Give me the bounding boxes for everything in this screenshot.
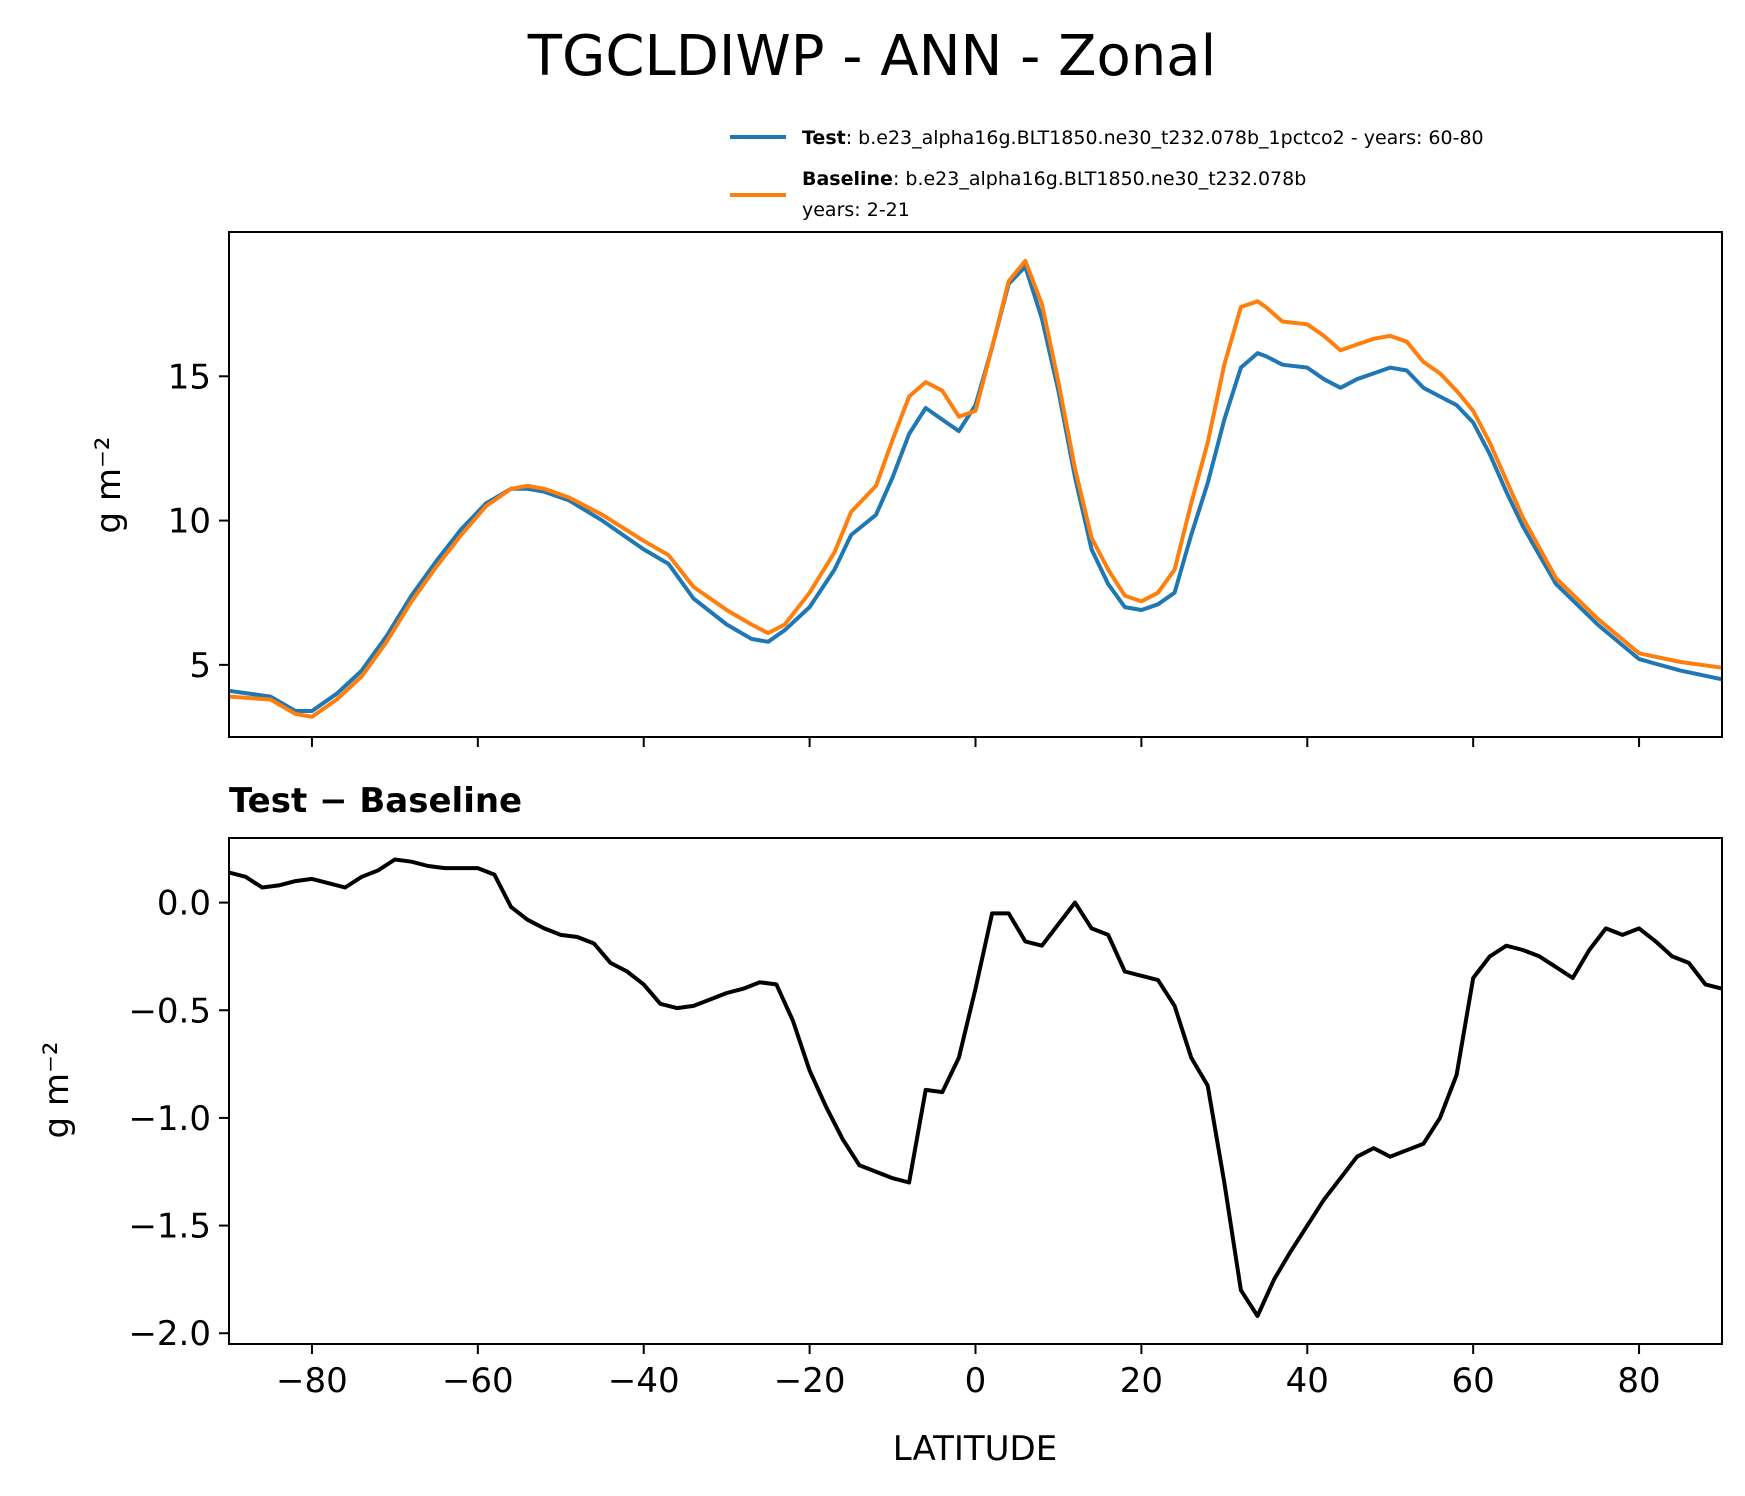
top-x-ticks	[310, 737, 1641, 747]
bottom-panel: Test − Baseline 0.0−0.5−1.0−1.5−2.0 −80−…	[37, 781, 1723, 1469]
top-series-test	[228, 264, 1723, 713]
legend-baseline-years: years: 2-21	[802, 199, 910, 221]
x-tick-label: −20	[774, 1361, 846, 1401]
top-series-baseline	[228, 258, 1723, 719]
bottom-y-tick-label: 0.0	[157, 884, 211, 924]
legend-baseline-name: Baseline	[802, 168, 893, 190]
top-axes-frame	[228, 231, 1723, 738]
top-plot-area	[228, 258, 1723, 719]
x-tick-label: 0	[965, 1361, 987, 1401]
figure-title: TGCLDIWP - ANN - Zonal	[527, 24, 1216, 89]
bottom-axes-frame	[228, 837, 1723, 1345]
top-y-ticks: 5 10 15	[168, 357, 229, 686]
x-tick-label: 60	[1452, 1361, 1495, 1401]
bottom-y-tick-label: −0.5	[128, 991, 211, 1031]
bottom-plot-area	[228, 857, 1723, 1318]
legend-baseline-desc: : b.e23_alpha16g.BLT1850.ne30_t232.078b	[893, 168, 1306, 190]
bottom-x-ticks: −80 −60 −40 −20 0 20 40 60 80	[276, 1344, 1661, 1401]
top-y-tick-label: 5	[189, 646, 211, 686]
legend-test-name: Test	[802, 127, 846, 149]
legend-test-desc: : b.e23_alpha16g.BLT1850.ne30_t232.078b_…	[846, 127, 1484, 149]
x-tick-label: −40	[608, 1361, 680, 1401]
legend-test-entry: Test: b.e23_alpha16g.BLT1850.ne30_t232.0…	[802, 127, 1484, 149]
top-y-tick-label: 15	[168, 357, 211, 397]
x-tick-label: 80	[1617, 1361, 1660, 1401]
bottom-series-test-baseline	[228, 857, 1723, 1318]
bottom-y-tick-label: −1.0	[128, 1099, 211, 1139]
x-tick-label: 20	[1120, 1361, 1163, 1401]
bottom-y-tick-label: −2.0	[128, 1314, 211, 1354]
top-y-tick-label: 10	[168, 502, 211, 542]
legend: Test: b.e23_alpha16g.BLT1850.ne30_t232.0…	[730, 127, 1484, 221]
top-y-axis-label: g m⁻²	[89, 436, 129, 533]
x-axis-label: LATITUDE	[893, 1429, 1057, 1469]
x-tick-label: −60	[442, 1361, 514, 1401]
bottom-panel-title: Test − Baseline	[229, 781, 522, 821]
x-tick-label: −80	[276, 1361, 348, 1401]
bottom-y-tick-label: −1.5	[128, 1207, 211, 1247]
bottom-y-ticks: 0.0 −0.5 −1.0 −1.5 −2.0	[128, 884, 229, 1354]
x-tick-label: 40	[1286, 1361, 1329, 1401]
bottom-y-axis-label: g m⁻²	[37, 1041, 77, 1138]
legend-baseline-entry: Baseline: b.e23_alpha16g.BLT1850.ne30_t2…	[802, 168, 1306, 190]
top-panel: 5 10 15 g m⁻²	[89, 231, 1723, 747]
